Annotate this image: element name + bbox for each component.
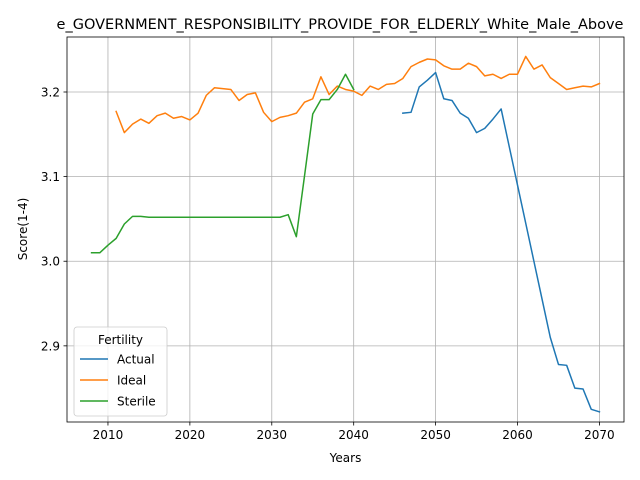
y-axis-label: Score(1-4) <box>16 198 30 261</box>
x-tick-label: 2040 <box>338 428 369 442</box>
x-axis-label: Years <box>329 451 362 465</box>
y-tick-label: 3.1 <box>41 170 60 184</box>
x-tick-label: 2030 <box>257 428 288 442</box>
legend: Fertility Actual Ideal Sterile <box>73 326 168 417</box>
x-tick-label: 2010 <box>93 428 124 442</box>
y-tick-label: 3.0 <box>41 255 60 269</box>
chart-title: e_GOVERNMENT_RESPONSIBILITY_PROVIDE_FOR_… <box>57 17 624 33</box>
series-line-actual <box>402 71 601 413</box>
axis-ticks: 2010 2020 2030 2040 2050 2060 2070 2.9 3.0 3.1 3.2 <box>41 86 615 443</box>
legend-title: Fertility <box>98 333 143 347</box>
series-lines <box>90 55 601 413</box>
legend-label-sterile: Sterile <box>117 395 156 409</box>
legend-label-actual: Actual <box>117 353 155 367</box>
x-tick-label: 2070 <box>584 428 615 442</box>
x-tick-label: 2050 <box>420 428 451 442</box>
series-line-ideal <box>115 55 601 134</box>
y-tick-label: 3.2 <box>41 86 60 100</box>
legend-box <box>73 326 168 417</box>
y-tick-label: 2.9 <box>41 339 60 353</box>
legend-label-ideal: Ideal <box>117 374 146 388</box>
plot-area-frame <box>66 36 625 423</box>
x-tick-label: 2020 <box>175 428 206 442</box>
x-tick-label: 2060 <box>502 428 533 442</box>
series-line-sterile <box>90 73 355 254</box>
